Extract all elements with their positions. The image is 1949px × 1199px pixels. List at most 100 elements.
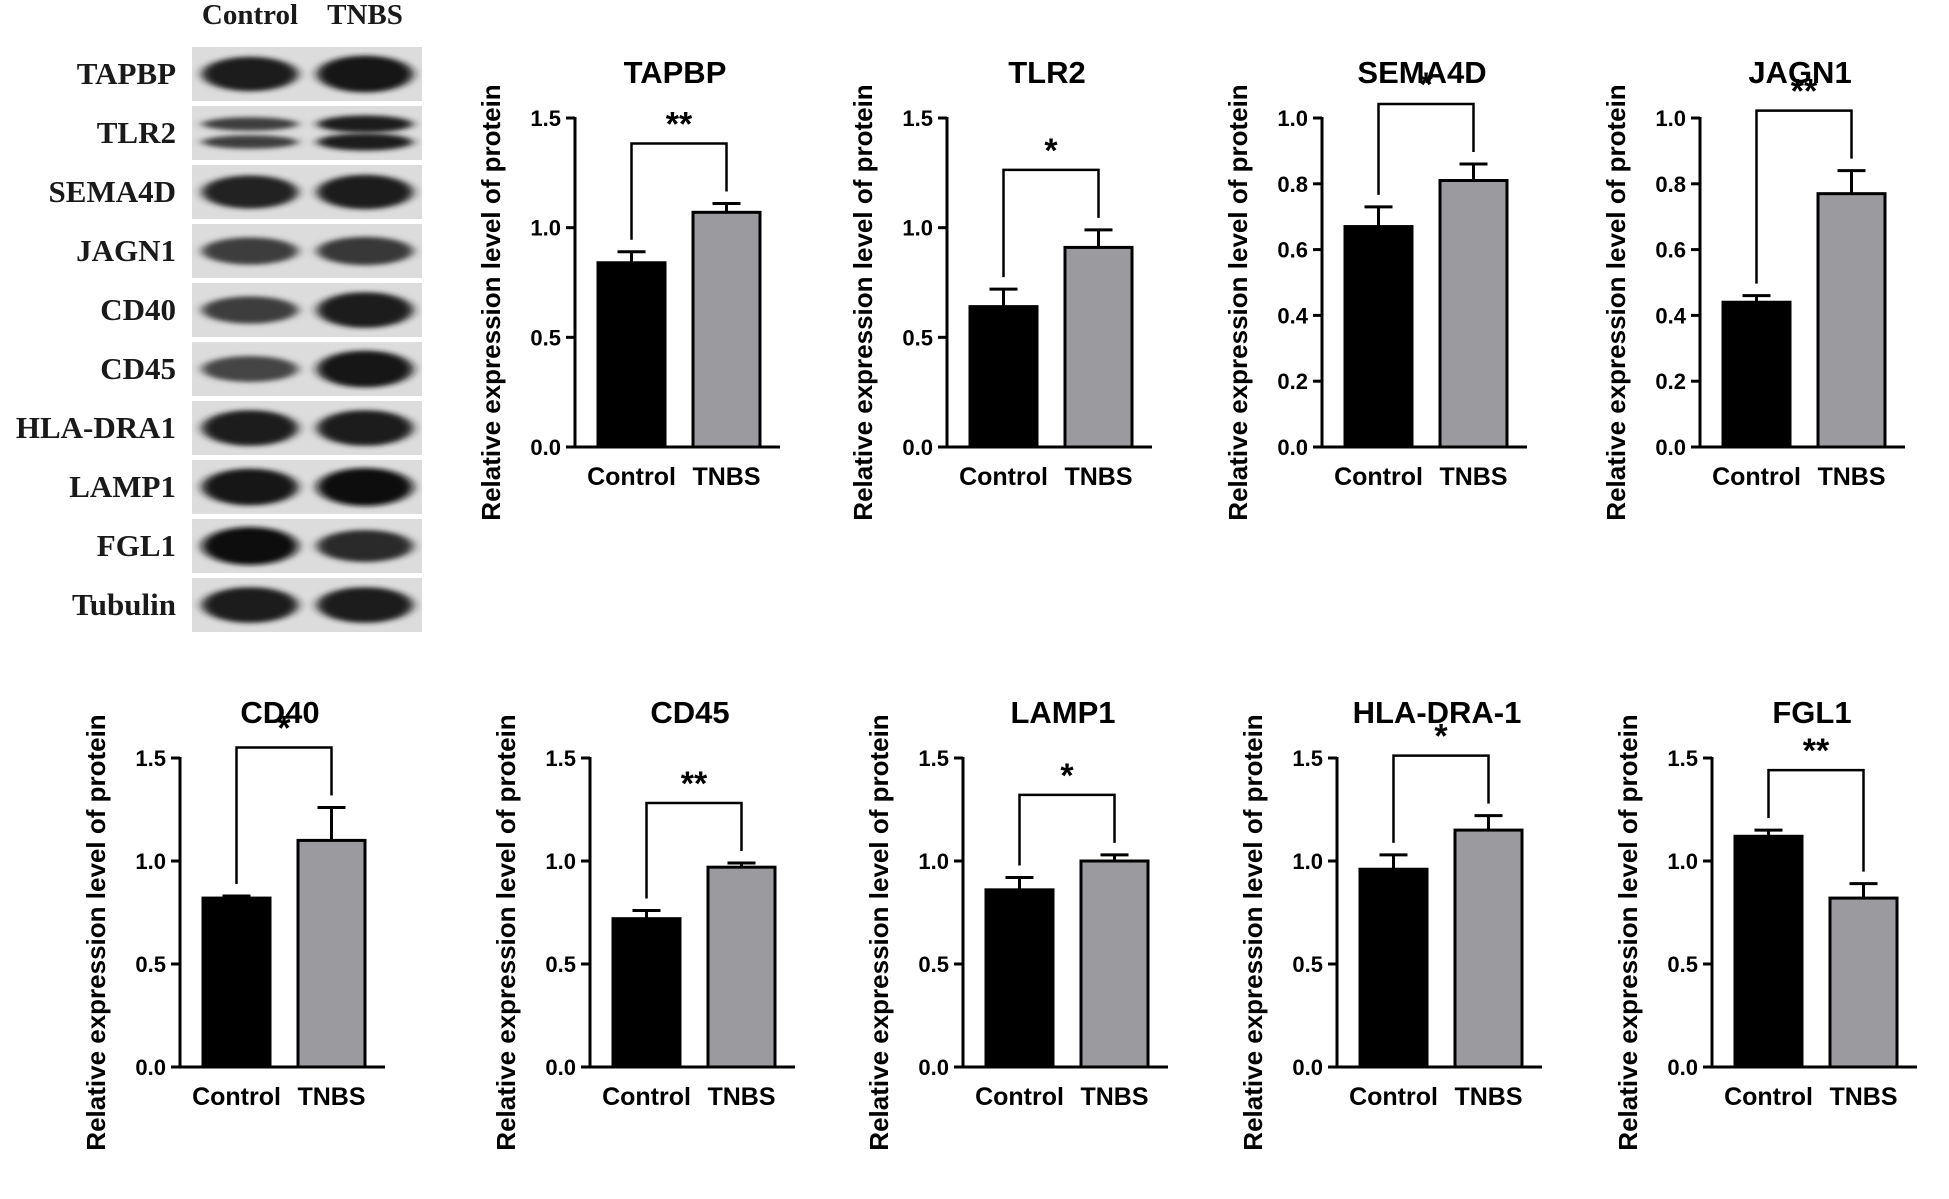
y-axis-label: Relative expression level of protein (1238, 714, 1268, 1150)
blot-band (202, 117, 298, 131)
y-tick-label: 0.5 (1292, 952, 1323, 977)
blot-band (317, 587, 413, 623)
significance-bracket (1018, 793, 1116, 866)
blot-row-cd45: CD45 (100, 342, 422, 396)
significance-label: ** (681, 765, 708, 803)
blot-row-cd40: CD40 (100, 283, 422, 337)
bar-control (984, 888, 1055, 1069)
chart-title: CD40 (240, 695, 319, 730)
chart-tlr2: TLR2 Relative expression level of protein… (848, 55, 1152, 521)
blot-band (317, 468, 413, 506)
y-tick-label: 1.5 (135, 746, 166, 771)
blot-strip (192, 106, 422, 160)
y-axis-label: Relative expression level of protein (1613, 714, 1643, 1150)
significance-label: * (277, 709, 291, 747)
bar-control (1343, 225, 1414, 449)
y-tick-label: 0.0 (1292, 1055, 1323, 1080)
y-tick-label: 0.5 (1667, 952, 1698, 977)
y-axis-label: Relative expression level of protein (476, 84, 506, 520)
chart-hla-dra-1: HLA-DRA-1 Relative expression level of pr… (1238, 695, 1542, 1151)
bar-tnbs (1828, 896, 1899, 1069)
y-tick-label: 0.0 (1667, 1055, 1698, 1080)
x-tick-label-tnbs: TNBS (692, 463, 760, 491)
bar-tnbs (296, 838, 367, 1069)
y-tick-label: 1.5 (530, 106, 561, 131)
x-tick-label-tnbs: TNBS (1454, 1083, 1522, 1111)
significance-label: ** (1803, 732, 1830, 770)
blot-band (202, 175, 298, 209)
y-tick-label: 0.8 (1277, 172, 1308, 197)
blot-band (202, 527, 298, 565)
bar-control (1733, 834, 1804, 1069)
bar-control (1358, 867, 1429, 1069)
x-tick-label-control: Control (1724, 1083, 1813, 1111)
chart-title: LAMP1 (1010, 695, 1115, 730)
blot-row-label: SEMA4D (49, 174, 176, 209)
x-tick-label-control: Control (959, 463, 1048, 491)
bar-tnbs (1438, 179, 1509, 449)
chart-title: TAPBP (624, 55, 727, 90)
y-tick-label: 0.4 (1655, 303, 1686, 328)
bar-tnbs (1816, 192, 1887, 449)
blot-row-label: Tubulin (72, 587, 176, 622)
significance-label: ** (1791, 73, 1818, 111)
y-tick-label: 1.5 (902, 106, 933, 131)
bar-tnbs (1063, 245, 1134, 449)
y-tick-label: 0.6 (1277, 238, 1308, 263)
chart-title: HLA-DRA-1 (1353, 695, 1522, 730)
x-tick-label-tnbs: TNBS (707, 1083, 775, 1111)
bar-control (611, 917, 682, 1069)
x-tick-label-control: Control (587, 463, 676, 491)
y-tick-label: 1.5 (1667, 746, 1698, 771)
y-tick-label: 1.5 (918, 746, 949, 771)
y-tick-label: 1.0 (135, 849, 166, 874)
chart-tapbp: TAPBP Relative expression level of protei… (476, 55, 780, 521)
significance-bracket (1002, 168, 1100, 278)
y-tick-label: 0.5 (530, 325, 561, 350)
y-tick-label: 1.0 (1655, 106, 1686, 131)
y-tick-label: 0.2 (1277, 369, 1308, 394)
blot-band (202, 296, 298, 324)
x-tick-label-control: Control (602, 1083, 691, 1111)
y-tick-label: 0.4 (1277, 303, 1308, 328)
x-tick-label-tnbs: TNBS (1817, 463, 1885, 491)
blot-band (202, 356, 298, 382)
y-axis-label: Relative expression level of protein (491, 714, 521, 1150)
blot-row-hla-dra1: HLA-DRA1 (16, 401, 422, 455)
chart-jagn1: JAGN1 Relative expression level of protei… (1601, 55, 1905, 521)
chart-title: SEMA4D (1357, 55, 1486, 90)
x-tick-label-tnbs: TNBS (1829, 1083, 1897, 1111)
blot-row-tapbp: TAPBP (77, 47, 422, 101)
blot-band (202, 587, 298, 623)
bar-tnbs (691, 210, 762, 449)
y-axis-label: Relative expression level of protein (1223, 84, 1253, 520)
blot-row-tlr2: TLR2 (97, 106, 422, 160)
bar-tnbs (1079, 859, 1150, 1069)
significance-label: * (1044, 132, 1058, 170)
x-tick-label-control: Control (1712, 463, 1801, 491)
blot-row-label: JAGN1 (76, 233, 176, 268)
bar-tnbs (1453, 828, 1524, 1069)
x-tick-label-tnbs: TNBS (1080, 1083, 1148, 1111)
y-tick-label: 1.0 (902, 216, 933, 241)
x-tick-label-control: Control (192, 1083, 281, 1111)
y-tick-label: 0.0 (135, 1055, 166, 1080)
significance-bracket (235, 746, 333, 885)
x-tick-label-tnbs: TNBS (1439, 463, 1507, 491)
blot-row-label: CD40 (100, 292, 176, 327)
y-axis-label: Relative expression level of protein (81, 714, 111, 1150)
chart-title: JAGN1 (1748, 55, 1851, 90)
y-axis-label: Relative expression level of protein (864, 714, 894, 1150)
blot-band (317, 55, 413, 93)
y-tick-label: 1.0 (918, 849, 949, 874)
blot-row-label: CD45 (100, 351, 176, 386)
y-axis-label: Relative expression level of protein (1601, 84, 1631, 520)
significance-bracket (1392, 754, 1490, 843)
blot-band (317, 236, 413, 266)
y-tick-label: 1.0 (530, 216, 561, 241)
chart-cd45: CD45 Relative expression level of protein… (491, 695, 795, 1151)
y-tick-label: 1.0 (1667, 849, 1698, 874)
chart-title: CD45 (650, 695, 729, 730)
blot-band (202, 410, 298, 446)
y-tick-label: 0.0 (545, 1055, 576, 1080)
